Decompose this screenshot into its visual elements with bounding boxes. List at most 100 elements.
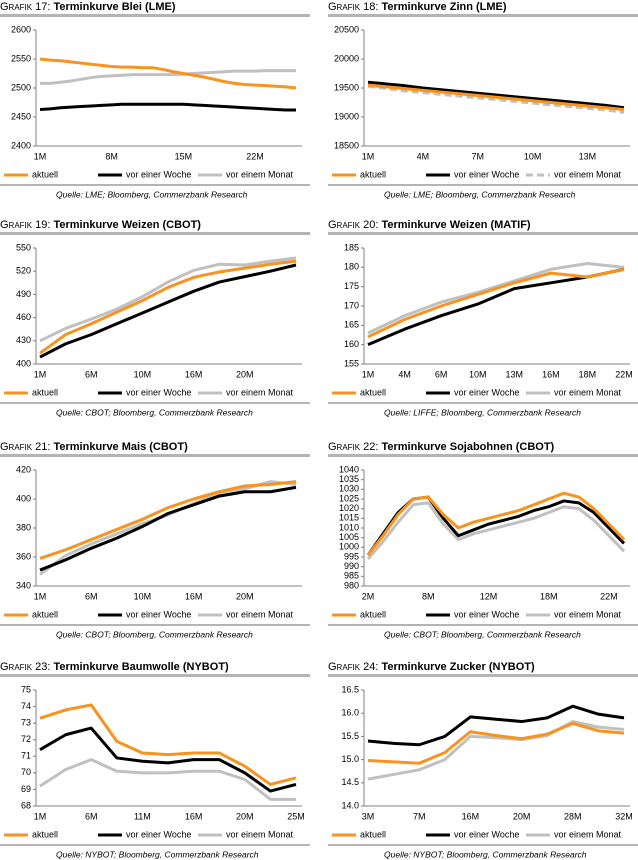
series-line [39,480,297,560]
chart-title: Grafik 20: Terminkurve Weizen (MATIF) [328,219,531,231]
legend-label: aktuell [32,387,58,397]
y-tick-label: 990 [344,561,359,571]
y-tick-label: 14.5 [341,777,359,787]
legend-label: vor einer Woche [126,609,191,619]
series-line [39,259,297,355]
x-tick-label: 16M [185,811,203,821]
chart-title: Grafik 18: Terminkurve Zinn (LME) [328,1,507,13]
y-tick-label: 1010 [339,522,359,532]
y-tick-label: 175 [344,281,359,291]
x-tick-label: 1M [34,811,47,821]
y-tick-label: 380 [16,522,31,532]
y-tick-label: 1030 [339,484,359,494]
chart-title: Grafik 21: Terminkurve Mais (CBOT) [0,441,188,453]
series-line [39,480,297,576]
x-tick-label: 6M [435,369,448,379]
legend-label: aktuell [360,169,386,179]
x-tick-label: 16M [542,369,560,379]
y-tick-label: 74 [21,701,31,711]
x-tick-label: 1M [34,151,47,161]
legend-label: aktuell [32,829,58,839]
y-tick-label: 1005 [339,532,359,542]
series-line [367,267,625,339]
y-tick-label: 19000 [334,111,359,121]
legend-label: vor einem Monat [554,609,622,619]
legend-label: vor einem Monat [554,169,622,179]
y-tick-label: 400 [16,358,31,368]
series-line [39,263,297,359]
series-line [39,102,296,112]
chart-title-text: Terminkurve Weizen (MATIF) [381,219,530,231]
y-tick-label: 71 [21,751,31,761]
chart-label: Grafik 22: [328,441,378,453]
y-tick-label: 1000 [339,542,359,552]
x-tick-label: 13M [579,151,597,161]
chart-label: Grafik 24: [328,661,378,673]
y-tick-label: 2450 [11,111,31,121]
legend-label: vor einer Woche [126,169,191,179]
x-tick-label: 32M [615,811,633,821]
chart-panel: Grafik 21: Terminkurve Mais (CBOT) 340 360 3… [0,441,310,639]
chart-panel: Grafik 22: Terminkurve Sojabohnen (CBOT) 9… [328,441,638,639]
y-tick-label: 68 [21,800,31,810]
x-tick-label: 20M [236,811,254,821]
chart-panel: Grafik 18: Terminkurve Zinn (LME) 18500 190… [328,1,638,199]
y-tick-label: 985 [344,571,359,581]
chart-title-text: Terminkurve Weizen (CBOT) [53,219,201,231]
y-tick-label: 20000 [334,53,359,63]
series-line [367,720,625,781]
y-tick-label: 14.0 [341,800,359,810]
y-tick-label: 1020 [339,503,359,513]
y-tick-label: 2400 [11,140,31,150]
title-rule [328,14,638,17]
y-tick-label: 180 [344,262,359,272]
y-tick-label: 18500 [334,140,359,150]
chart-panel: Grafik 23: Terminkurve Baumwolle (NYBOT) 6… [0,661,310,859]
y-tick-label: 2500 [11,82,31,92]
x-tick-label: 10M [134,591,152,601]
chart-title: Grafik 19: Terminkurve Weizen (CBOT) [0,219,201,231]
series-line [39,57,297,90]
y-tick-label: 20500 [334,24,359,34]
y-tick-label: 400 [16,493,31,503]
chart-panel: Grafik 20: Terminkurve Weizen (MATIF)1551… [328,219,638,417]
x-tick-label: 22M [246,151,264,161]
series-line [367,83,625,111]
legend-label: vor einem Monat [554,829,622,839]
x-tick-label: 1M [362,369,375,379]
series-line [39,485,297,572]
x-tick-label: 18M [540,591,558,601]
x-tick-label: 20M [236,369,254,379]
y-tick-label: 15.0 [341,754,359,764]
source: Quelle: NYBOT; Bloomberg, Commerzbank Re… [56,849,259,859]
y-tick-label: 2600 [11,24,31,34]
chart-title: Grafik 17: Terminkurve Blei (LME) [0,1,176,13]
series-line [40,69,296,85]
x-tick-label: 16M [185,591,203,601]
x-tick-label: 4M [417,151,430,161]
x-tick-label: 11M [134,811,151,821]
y-tick-label: 16.5 [341,684,359,694]
x-tick-label: 10M [524,151,542,161]
source: Quelle: LIFFE; Bloomberg, Commerzbank Re… [384,407,581,417]
y-tick-label: 73 [21,718,31,728]
y-tick-label: 550 [16,242,31,252]
source: Quelle: LME; Bloomberg, Commerzbank Rese… [384,189,576,199]
y-tick-label: 72 [21,734,31,744]
series-line [367,261,625,335]
legend-label: vor einer Woche [454,387,519,397]
legend-label: aktuell [32,169,58,179]
chart-label: Grafik 20: [328,219,378,231]
legend-label: vor einem Monat [226,387,294,397]
y-tick-label: 170 [344,300,359,310]
legend-label: aktuell [32,609,58,619]
series-line [367,721,625,765]
y-tick-label: 19500 [334,82,359,92]
y-tick-label: 15.5 [341,731,359,741]
y-tick-label: 1025 [339,493,359,503]
x-tick-label: 7M [413,811,426,821]
legend-label: vor einer Woche [126,829,191,839]
legend-label: vor einer Woche [454,609,519,619]
source: Quelle: CBOT; Bloomberg, Commerzbank Res… [384,629,581,639]
chart-label: Grafik 18: [328,1,378,13]
